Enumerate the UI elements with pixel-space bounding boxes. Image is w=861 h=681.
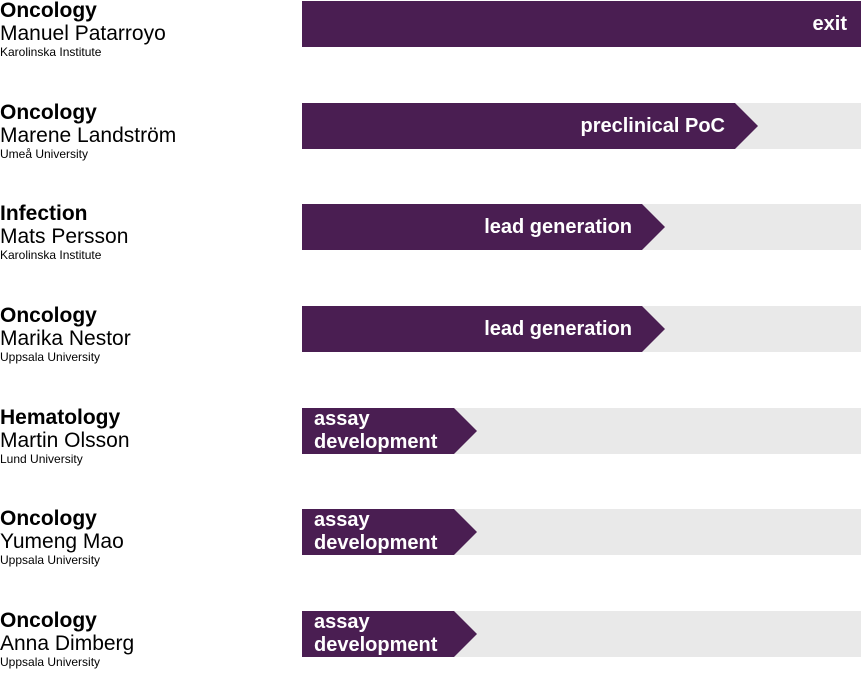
pipeline-row: Oncology Manuel Patarroyo Karolinska Insti…	[0, 0, 861, 71]
therapy-area: Hematology	[0, 406, 121, 429]
progress-track: lead generation	[302, 204, 861, 250]
progress-bar: exit	[302, 1, 861, 47]
progress-track: exit	[302, 1, 861, 47]
institution: Uppsala University	[0, 350, 101, 364]
pipeline-row: Oncology Marene Landström Umeå University p…	[0, 101, 861, 173]
progress-track: preclinical PoC	[302, 103, 861, 149]
therapy-area: Oncology	[0, 507, 97, 530]
pipeline-row: Oncology Yumeng Mao Uppsala University assa…	[0, 507, 861, 579]
project-info: Oncology Marene Landström Umeå University	[0, 101, 300, 162]
progress-bar: assay development	[302, 408, 477, 454]
progress-track: assay development	[302, 611, 861, 657]
pipeline-row: Oncology Anna Dimberg Uppsala University as…	[0, 609, 861, 681]
stage-label: assay development	[314, 611, 438, 656]
progress-bar: assay development	[302, 509, 477, 555]
progress-bar: preclinical PoC	[302, 103, 758, 149]
researcher-name: Manuel Patarroyo	[0, 22, 166, 45]
researcher-name: Yumeng Mao	[0, 530, 124, 553]
institution: Umeå University	[0, 147, 89, 161]
pipeline-row: Oncology Marika Nestor Uppsala University l…	[0, 304, 861, 376]
progress-track: lead generation	[302, 306, 861, 352]
stage-label: exit	[812, 12, 847, 35]
institution: Uppsala University	[0, 553, 101, 567]
pipeline-row: Infection Mats Persson Karolinska Institut…	[0, 202, 861, 274]
project-info: Oncology Marika Nestor Uppsala University	[0, 304, 300, 365]
project-info: Infection Mats Persson Karolinska Institut…	[0, 202, 300, 263]
researcher-name: Anna Dimberg	[0, 632, 135, 655]
stage-label: preclinical PoC	[580, 114, 725, 137]
researcher-name: Marene Landström	[0, 124, 177, 147]
institution: Lund University	[0, 452, 83, 466]
project-info: Hematology Martin Olsson Lund University	[0, 406, 300, 467]
institution: Karolinska Institute	[0, 45, 102, 59]
therapy-area: Oncology	[0, 101, 97, 124]
stage-label: assay development	[314, 408, 438, 453]
researcher-name: Mats Persson	[0, 225, 129, 248]
stage-label: lead generation	[484, 317, 632, 340]
institution: Uppsala University	[0, 655, 101, 669]
researcher-name: Marika Nestor	[0, 327, 131, 350]
institution: Karolinska Institute	[0, 248, 102, 262]
progress-track: assay development	[302, 509, 861, 555]
stage-label: assay development	[314, 509, 438, 554]
therapy-area: Oncology	[0, 304, 97, 327]
researcher-name: Martin Olsson	[0, 429, 130, 452]
pipeline-row: Hematology Martin Olsson Lund University as…	[0, 406, 861, 478]
progress-bar: lead generation	[302, 204, 665, 250]
stage-label: lead generation	[484, 215, 632, 238]
progress-bar: lead generation	[302, 306, 665, 352]
project-info: Oncology Manuel Patarroyo Karolinska Insti…	[0, 0, 300, 60]
project-info: Oncology Anna Dimberg Uppsala University	[0, 609, 300, 670]
therapy-area: Oncology	[0, 609, 97, 632]
therapy-area: Oncology	[0, 0, 97, 22]
progress-track: assay development	[302, 408, 861, 454]
therapy-area: Infection	[0, 202, 88, 225]
progress-bar: assay development	[302, 611, 477, 657]
project-info: Oncology Yumeng Mao Uppsala University	[0, 507, 300, 568]
